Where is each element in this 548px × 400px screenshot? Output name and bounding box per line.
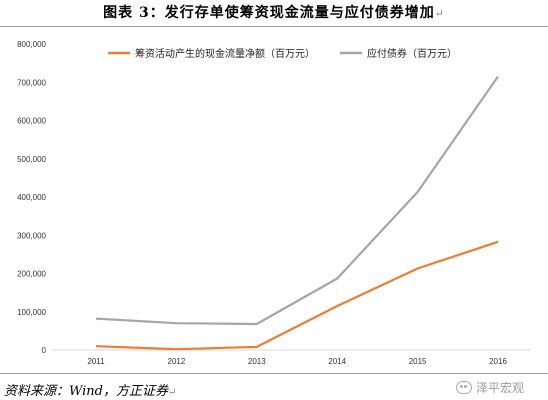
y-tick-label: 200,000 — [17, 270, 46, 279]
legend-label: 应付债券（百万元） — [367, 47, 457, 60]
y-tick-label: 800,000 — [17, 40, 46, 49]
x-axis: 2011 2012 2013 2014 2015 2016 — [52, 349, 530, 366]
legend-item: 应付债券（百万元） — [340, 47, 457, 60]
x-tick-label: 2011 — [87, 357, 105, 366]
x-tick-label: 2013 — [248, 357, 266, 366]
x-tick-label: 2016 — [489, 357, 507, 366]
series-line — [95, 75, 499, 326]
paragraph-mark: ↵ — [434, 7, 445, 20]
chart-title: 图表 3：发行存单使筹资现金流量与应付债券增加↵ — [0, 0, 548, 27]
series-line — [95, 240, 499, 351]
source-note: 资料来源：Wind，方正证券↵ — [4, 380, 176, 399]
y-tick-label: 600,000 — [17, 117, 46, 126]
y-tick-label: 100,000 — [17, 308, 46, 317]
y-tick-label: 500,000 — [17, 155, 46, 164]
y-tick-label: 700,000 — [17, 78, 46, 87]
source-text: 资料来源：Wind，方正证券 — [4, 384, 168, 399]
legend-label: 筹资活动产生的现金流量净额（百万元） — [135, 47, 315, 60]
x-tick-label: 2014 — [328, 357, 346, 366]
y-tick-label: 0 — [42, 346, 47, 355]
series-lines — [95, 75, 499, 351]
legend: 筹资活动产生的现金流量净额（百万元） 应付债券（百万元） — [108, 47, 457, 60]
chart-title-text: 图表 3：发行存单使筹资现金流量与应付债券增加 — [103, 5, 435, 21]
legend-item: 筹资活动产生的现金流量净额（百万元） — [108, 47, 315, 60]
y-tick-label: 300,000 — [17, 231, 46, 240]
y-tick-label: 400,000 — [17, 193, 46, 202]
wechat-icon — [456, 381, 472, 394]
y-axis: 0 100,000 200,000 300,000 400,000 500,000 600,… — [17, 40, 46, 355]
watermark-text: 泽平宏观 — [476, 381, 525, 395]
paragraph-mark: ↵ — [168, 387, 177, 398]
watermark: 泽平宏观 — [456, 379, 524, 396]
x-tick-label: 2012 — [168, 357, 186, 366]
footer-divider — [0, 373, 548, 374]
line-chart: 0 100,000 200,000 300,000 400,000 500,000 600,… — [17, 40, 530, 366]
x-tick-label: 2015 — [409, 357, 427, 366]
